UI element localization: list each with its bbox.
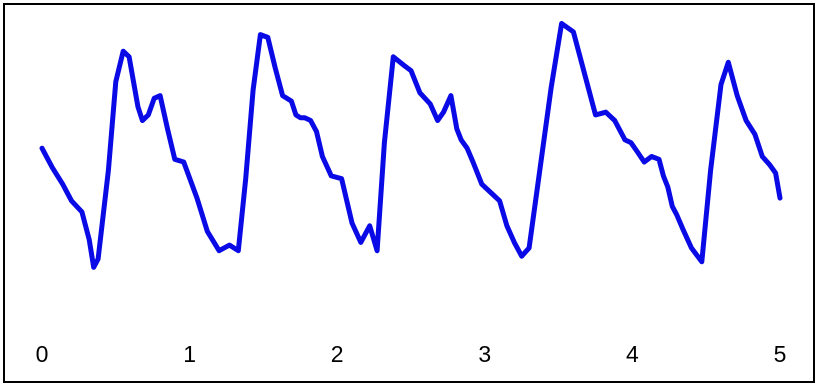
series-line-0 (39, 21, 783, 270)
x-tick-label: 1 (183, 341, 196, 367)
x-tick-label: 5 (774, 341, 787, 367)
x-tick-label: 0 (36, 341, 49, 367)
x-tick-label: 4 (626, 341, 639, 367)
x-tick-label: 3 (478, 341, 491, 367)
series-layer (39, 21, 783, 270)
x-axis-tick-labels: 0 1 2 3 4 5 (36, 341, 787, 367)
x-tick-label: 2 (331, 341, 344, 367)
